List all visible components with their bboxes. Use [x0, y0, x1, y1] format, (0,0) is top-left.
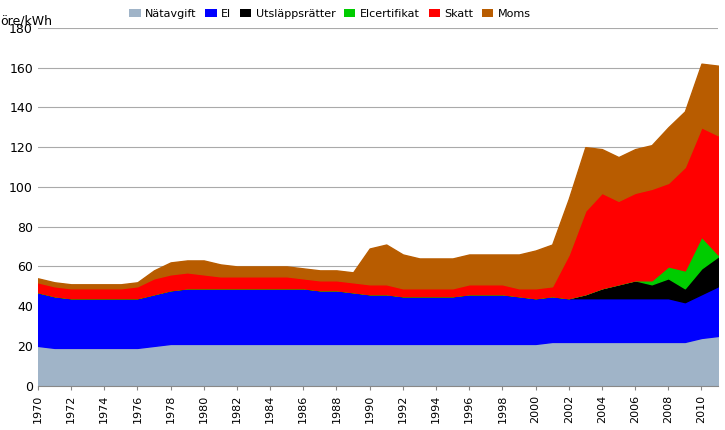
Text: öre/kWh: öre/kWh: [1, 15, 52, 28]
Legend: Nätavgift, El, Utsläppsrätter, Elcertifikat, Skatt, Moms: Nätavgift, El, Utsläppsrätter, Elcertifi…: [125, 5, 535, 24]
